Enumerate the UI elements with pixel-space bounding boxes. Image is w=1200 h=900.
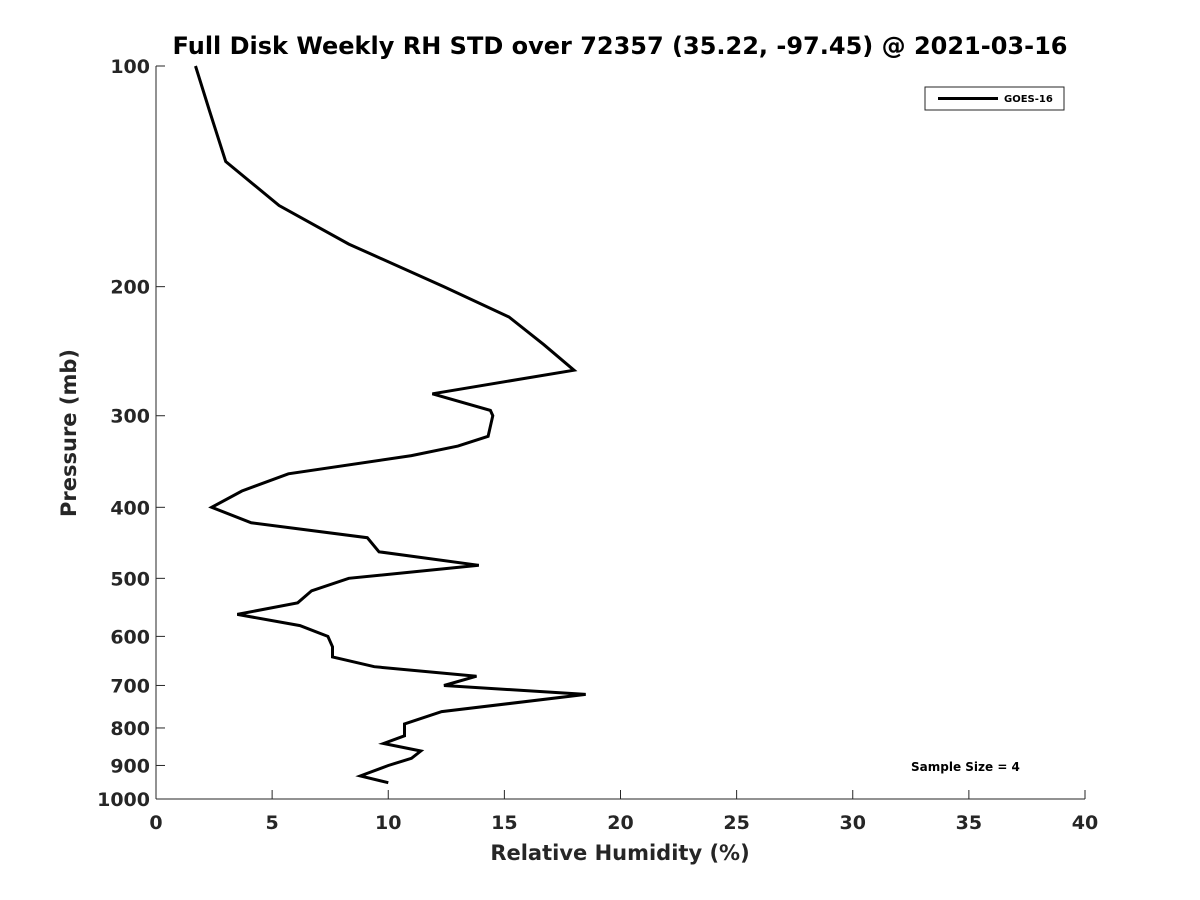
x-axis-ticks: 0 5 10 15 20 25 30 35 40	[149, 790, 1098, 834]
y-axis-label: Pressure (mb)	[57, 349, 81, 517]
x-axis-label: Relative Humidity (%)	[490, 841, 749, 865]
y-tick-label: 800	[110, 718, 150, 740]
x-tick-label: 0	[149, 812, 162, 834]
legend: GOES-16	[924, 86, 1065, 111]
x-tick-label: 20	[607, 812, 633, 834]
x-tick-label: 40	[1072, 812, 1098, 834]
x-tick-label: 35	[956, 812, 982, 834]
y-tick-label: 300	[110, 406, 150, 428]
y-tick-label: 400	[110, 497, 150, 519]
y-tick-label: 100	[110, 56, 150, 78]
y-axis-ticks: 100 200 300 400 500 600 700 800 900 1000	[97, 56, 165, 811]
x-tick-label: 5	[266, 812, 279, 834]
series-line-goes-16	[194, 65, 586, 785]
y-tick-label: 900	[110, 755, 150, 777]
y-tick-label: 500	[110, 568, 150, 590]
x-tick-label: 30	[840, 812, 866, 834]
y-tick-label: 1000	[97, 789, 150, 811]
x-tick-label: 25	[723, 812, 749, 834]
y-tick-label: 700	[110, 675, 150, 697]
x-tick-label: 10	[375, 812, 401, 834]
x-tick-label: 15	[491, 812, 517, 834]
y-tick-label: 600	[110, 626, 150, 648]
chart-title: Full Disk Weekly RH STD over 72357 (35.2…	[173, 32, 1068, 60]
sample-size-annotation: Sample Size = 4	[911, 760, 1020, 774]
legend-label-goes-16: GOES-16	[1004, 94, 1053, 105]
y-tick-label: 200	[110, 277, 150, 299]
